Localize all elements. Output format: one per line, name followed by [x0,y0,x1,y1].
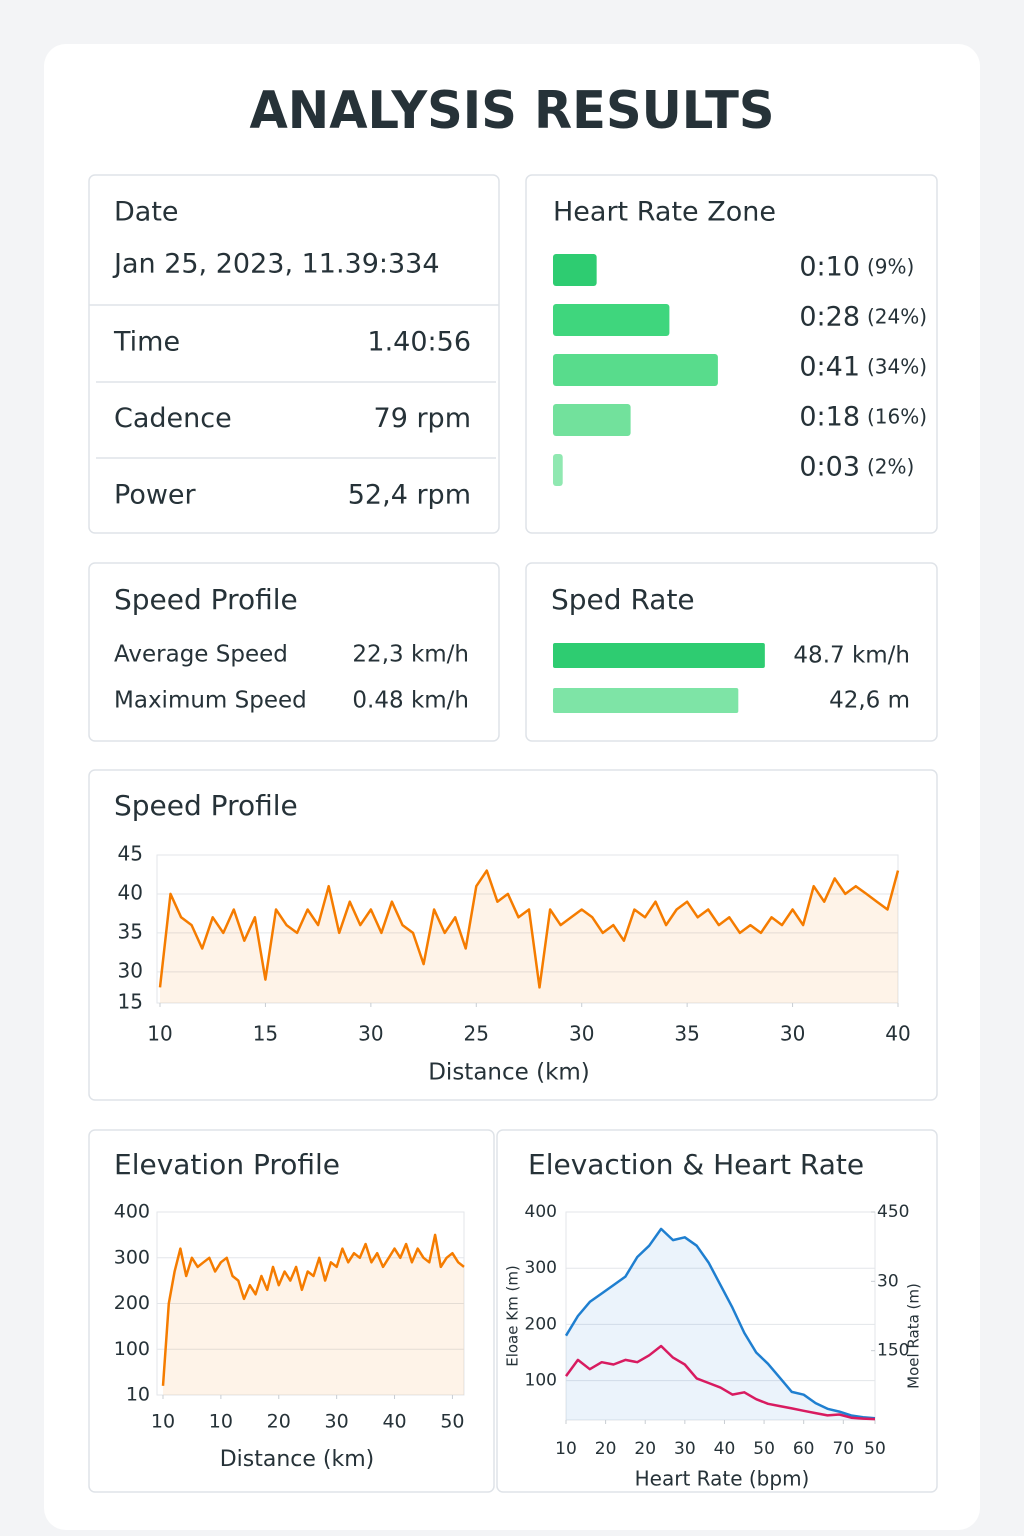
x-tick-label: 40 [382,1411,406,1433]
x-axis-label: Distance (km) [428,1060,590,1086]
x-tick-label: 30 [569,1022,594,1046]
heart-zone-panel [525,174,938,534]
summary-panel [88,174,500,534]
x-tick-label: 10 [147,1022,172,1046]
row-value: 1.40:56 [367,327,471,358]
y2-tick-label: 150 [877,1341,909,1361]
x-axis-label: Heart Rate (bpm) [635,1467,810,1491]
y-tick-label: 400 [114,1201,150,1223]
elevation-panel [88,1129,495,1493]
chart-title: Speed Profile [114,789,298,822]
panel-title: Heart Rate Zone [553,197,776,228]
x-tick-label: 20 [267,1411,291,1433]
zone-time: 0:28 [799,302,860,333]
y-tick-label: 40 [118,880,143,904]
zone-time: 0:18 [799,402,860,433]
rate-bar [553,688,739,713]
rate-label: 48.7 km/h [793,643,910,669]
x-tick-label: 10 [555,1439,577,1459]
y2-tick-label: 450 [877,1202,909,1222]
area [566,1228,875,1420]
speed-summary-panel [88,562,500,742]
panel-title: Speed Profile [114,583,298,616]
x-tick-label: 20 [634,1439,656,1459]
x-tick-label: 30 [358,1022,383,1046]
area [160,870,898,1003]
row-value: 79 rpm [374,403,471,434]
zone-bar [553,404,631,436]
y-tick-label: 15 [118,990,143,1014]
elev-hr-panel [496,1129,938,1493]
y-tick-label: 35 [118,919,143,943]
x-tick-label: 30 [674,1439,696,1459]
x-tick-label: 30 [780,1022,805,1046]
speed-chart-panel [88,769,938,1101]
page-title: ANALYSIS RESULTS [250,81,775,141]
x-tick-label: 25 [464,1022,489,1046]
chart-title: Elevaction & Heart Rate [528,1148,864,1181]
rate-label: 42,6 m [829,688,910,714]
x-tick-label: 40 [714,1439,736,1459]
zone-bar [553,354,718,386]
x-tick-label: 70 [832,1439,854,1459]
row-label: Power [114,480,197,511]
zone-percent: (9%) [867,255,914,279]
x-tick-label: 15 [253,1022,278,1046]
y-tick-label: 400 [525,1202,557,1222]
row-value: 52,4 rpm [348,480,471,511]
zone-bar [553,304,670,336]
zone-percent: (34%) [867,355,927,379]
row-label: Average Speed [114,642,288,668]
x-tick-label: 50 [440,1411,464,1433]
line [158,869,900,989]
zone-percent: (16%) [867,405,927,429]
y-tick-label: 10 [126,1384,150,1406]
zone-time: 0:03 [799,452,860,483]
x-tick-label: 30 [325,1411,349,1433]
row-value: 0.48 km/h [352,688,469,714]
line [564,1344,876,1421]
rate-bar [553,643,765,668]
y-tick-label: 45 [118,842,143,866]
zone-bar [553,254,597,286]
row-label: Maximum Speed [114,688,307,714]
row-value: 22,3 km/h [352,642,469,668]
zone-time: 0:10 [799,252,860,283]
row-label: Cadence [114,403,232,434]
x-tick-label: 20 [595,1439,617,1459]
x-tick-label: 50 [864,1439,886,1459]
x-axis-label: Distance (km) [220,1447,375,1472]
x-tick-label: 10 [151,1411,175,1433]
date-value: Jan 25, 2023, 11.39:334 [112,249,440,280]
y-tick-label: 200 [114,1292,150,1314]
x-tick-label: 60 [793,1439,815,1459]
chart-title: Elevation Profile [114,1148,340,1181]
x-tick-label: 50 [753,1439,775,1459]
zone-time: 0:41 [799,352,860,383]
line [161,1233,465,1386]
x-tick-label: 40 [885,1022,910,1046]
area [163,1234,464,1395]
y-axis-label: Eloae Km (m) [504,1265,522,1367]
x-tick-label: 10 [209,1411,233,1433]
y-tick-label: 100 [114,1338,150,1360]
panel-title: Sped Rate [551,583,695,616]
y2-axis-label: Moel Rata (m) [905,1283,923,1389]
y-tick-label: 100 [525,1371,557,1391]
zone-bar [553,454,563,486]
y-tick-label: 200 [525,1314,557,1334]
y2-tick-label: 30 [877,1271,899,1291]
line [564,1227,876,1420]
y-tick-label: 300 [525,1258,557,1278]
x-tick-label: 35 [674,1022,699,1046]
zone-percent: (2%) [867,455,914,479]
y-tick-label: 300 [114,1246,150,1268]
zone-percent: (24%) [867,305,927,329]
row-label: Time [113,327,180,358]
y-tick-label: 30 [118,958,143,982]
date-label: Date [114,197,179,228]
